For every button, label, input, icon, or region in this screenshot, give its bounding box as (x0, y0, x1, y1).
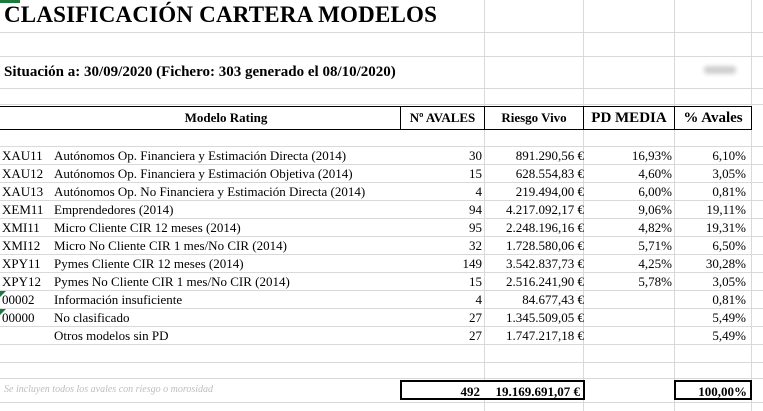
model-description: Pymes Cliente CIR 12 meses (2014) (54, 256, 244, 271)
header-pd-media: PD MEDIA (591, 110, 667, 126)
header-num-avales: Nº AVALES (409, 110, 476, 125)
riesgo-vivo: 891.290,56 € (515, 148, 584, 163)
model-code: 00002 (2, 292, 35, 307)
pct-avales: 3,05% (712, 274, 746, 289)
pd-media: 5,71% (638, 238, 672, 253)
avales-count: 15 (469, 274, 482, 289)
pct-avales: 6,10% (712, 148, 746, 163)
avales-count: 32 (469, 238, 482, 253)
model-code: XAU12 (2, 166, 44, 181)
model-code: XAU11 (2, 148, 43, 163)
riesgo-vivo: 3.542.837,73 € (506, 256, 584, 271)
table-row: 00002 Información insuficiente 4 84.677,… (0, 291, 752, 309)
pd-media: 16,93% (631, 148, 672, 163)
header-pct-avales: % Avales (683, 110, 743, 126)
avales-count: 30 (469, 148, 482, 163)
model-description: Autónomos Op. Financiera y Estimación Ob… (54, 166, 353, 181)
model-description: Pymes No Cliente CIR 1 mes/No CIR (2014) (54, 274, 290, 289)
avales-count: 4 (475, 292, 483, 307)
pct-avales: 5,49% (712, 310, 746, 325)
avales-count: 27 (469, 310, 482, 325)
pct-avales: 6,50% (712, 238, 746, 253)
avales-count: 95 (469, 220, 482, 235)
pd-media: 9,06% (638, 202, 672, 217)
pd-media: 5,78% (638, 274, 672, 289)
riesgo-vivo: 628.554,83 € (515, 166, 584, 181)
model-description: Micro Cliente CIR 12 meses (2014) (54, 220, 241, 235)
pct-avales: 3,05% (712, 166, 746, 181)
model-code: XEM11 (2, 202, 44, 217)
model-code: XMI12 (2, 238, 41, 253)
table-row: XPY11 Pymes Cliente CIR 12 meses (2014) … (0, 255, 752, 273)
pd-media: 4,60% (638, 166, 672, 181)
pct-avales: 19,11% (706, 202, 746, 217)
avales-count: 15 (469, 166, 482, 181)
model-description: Emprendedores (2014) (54, 202, 174, 217)
pd-media: 6,00% (638, 184, 672, 199)
header-riesgo-vivo: Riesgo Vivo (501, 110, 567, 125)
cell-error-indicator-icon[interactable] (0, 291, 6, 297)
riesgo-vivo: 2.516.241,90 € (506, 274, 584, 289)
riesgo-vivo: 1.728.580,06 € (506, 238, 584, 253)
sheet-title: CLASIFICACIÓN CARTERA MODELOS (4, 2, 438, 27)
footnote: Se incluyen todos los avales con riesgo … (4, 384, 214, 395)
header-top-border (0, 106, 752, 107)
selected-cell-marker (0, 0, 20, 3)
avales-count: 27 (469, 328, 482, 343)
table-row: XAU13 Autónomos Op. No Financiera y Esti… (0, 183, 752, 201)
riesgo-vivo: 1.345.509,05 € (506, 310, 584, 325)
total-riesgo-vivo: 19.169.691,07 € (483, 380, 585, 400)
table-row: XMI12 Micro No Cliente CIR 1 mes/No CIR … (0, 237, 752, 255)
table-row: XAU11 Autónomos Op. Financiera y Estimac… (0, 147, 752, 165)
model-description: Información insuficiente (54, 292, 183, 307)
avales-count: 4 (475, 184, 483, 199)
pct-avales: 0,81% (712, 184, 746, 199)
situation-date: Situación a: 30/09/2020 (Fichero: 303 ge… (4, 64, 396, 80)
model-code: XPY11 (2, 256, 41, 271)
riesgo-vivo: 2.248.196,16 € (506, 220, 584, 235)
riesgo-vivo: 1.747.217,18 € (506, 328, 584, 343)
table-row: XAU12 Autónomos Op. Financiera y Estimac… (0, 165, 752, 183)
total-pct-avales: 100,00% (674, 380, 752, 400)
table-row: 00000 No clasificado 27 1.345.509,05 € 5… (0, 309, 752, 327)
model-description: Otros modelos sin PD (54, 328, 169, 343)
model-code: 00000 (2, 310, 35, 325)
avales-count: 149 (462, 256, 483, 271)
table-row: XPY12 Pymes No Cliente CIR 1 mes/No CIR … (0, 273, 752, 291)
cell-error-indicator-icon[interactable] (0, 309, 6, 315)
model-description: Autónomos Op. Financiera y Estimación Di… (54, 148, 347, 163)
pd-media: 4,25% (638, 256, 672, 271)
table-row: Otros modelos sin PD 27 1.747.217,18 € 5… (0, 327, 752, 345)
model-description: Autónomos Op. No Financiera y Estimación… (54, 184, 366, 199)
pct-avales: 19,31% (705, 220, 746, 235)
table-row: XMI11 Micro Cliente CIR 12 meses (2014) … (0, 219, 752, 237)
pct-avales: 0,81% (712, 292, 746, 307)
riesgo-vivo: 4.217.092,17 € (506, 202, 584, 217)
total-avales: 492 (400, 380, 485, 400)
model-code: XMI11 (2, 220, 40, 235)
model-code: XAU13 (2, 184, 44, 199)
model-code: XPY12 (2, 274, 42, 289)
pct-avales: 30,28% (705, 256, 746, 271)
header-modelo-rating: Modelo Rating (184, 110, 268, 125)
riesgo-vivo: 84.677,43 € (522, 292, 584, 307)
riesgo-vivo: 219.494,00 € (515, 184, 584, 199)
pct-avales: 5,49% (712, 328, 746, 343)
pd-media: 4,82% (638, 220, 672, 235)
model-description: Micro No Cliente CIR 1 mes/No CIR (2014) (54, 238, 287, 253)
avales-count: 94 (469, 202, 482, 217)
table-row: XEM11 Emprendedores (2014) 94 4.217.092,… (0, 201, 752, 219)
redacted-mark (704, 66, 736, 74)
model-description: No clasificado (54, 310, 130, 325)
header-bottom-border (0, 129, 752, 130)
